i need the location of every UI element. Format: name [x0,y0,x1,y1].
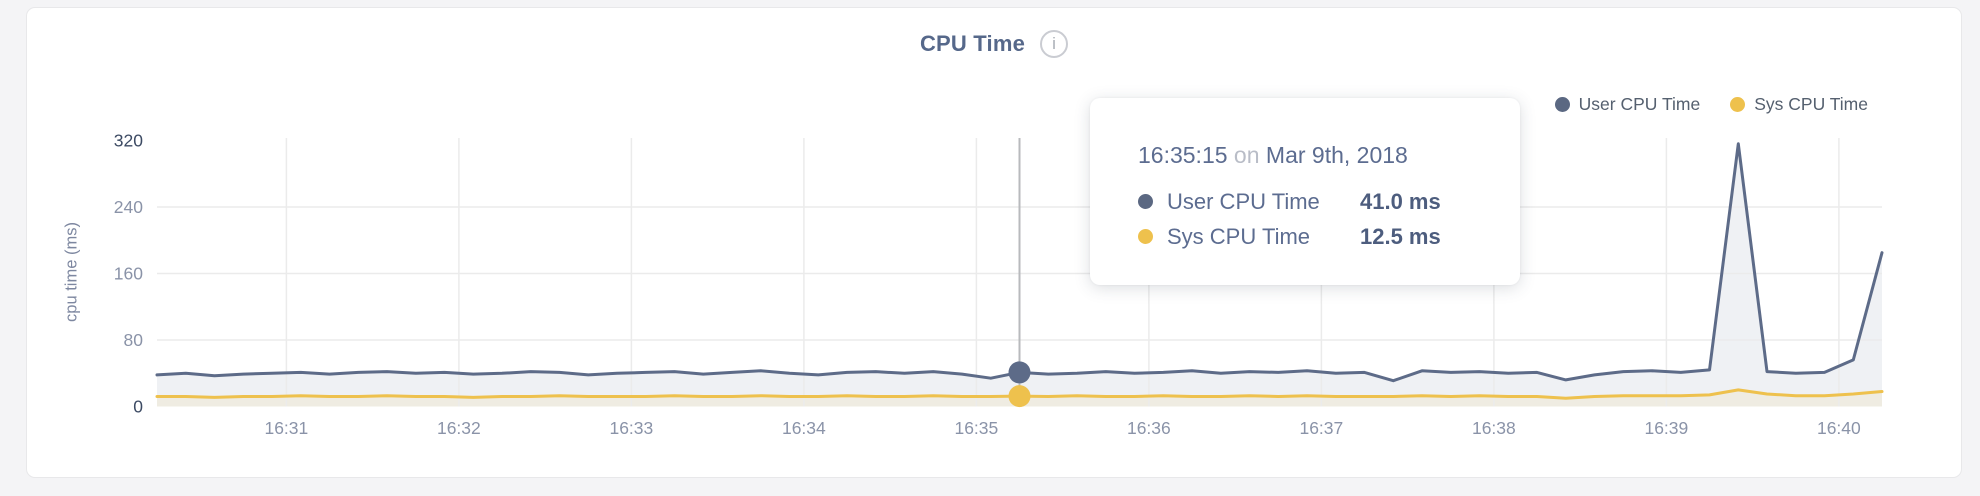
sys-cpu-dot-icon [1138,229,1153,244]
legend-label: User CPU Time [1578,94,1701,114]
chart-header: CPU Time i [26,30,1962,58]
user-cpu-legend-dot [1554,97,1570,112]
legend-item-user-cpu[interactable]: User CPU Time [1554,94,1701,115]
chart-title: CPU Time [919,31,1026,56]
y-tick-label: 160 [114,264,143,284]
tooltip-time: 16:35:15 [1138,142,1228,168]
sys-cpu-legend-dot [1730,97,1746,112]
user-cpu-area [157,143,1882,407]
y-tick-label: 80 [124,330,144,350]
tooltip-series-value: 12.5 ms [1360,223,1441,249]
tooltip-row-user-cpu: User CPU Time 41.0 ms [1138,184,1520,219]
user-cpu-dot-icon [1138,194,1153,209]
x-tick-label: 16:36 [1127,418,1171,438]
x-tick-label: 16:37 [1299,418,1343,438]
y-tick-label: 240 [114,197,143,217]
y-axis-label: cpu time (ms) [62,222,81,322]
chart-legend: User CPU Time Sys CPU Time [1554,94,1868,115]
info-icon-glyph: i [1052,34,1056,53]
user-cpu-marker-dot [1008,361,1031,384]
legend-item-sys-cpu[interactable]: Sys CPU Time [1730,94,1868,115]
tooltip-series-label: Sys CPU Time [1167,223,1311,249]
sys-cpu-marker-dot [1008,385,1031,408]
legend-label: Sys CPU Time [1754,94,1868,114]
y-tick-label: 320 [114,131,143,151]
info-icon[interactable]: i [1040,30,1069,58]
x-tick-label: 16:38 [1472,418,1516,438]
tooltip-series-label: User CPU Time [1167,188,1320,214]
x-tick-label: 16:35 [954,418,998,438]
x-tick-label: 16:32 [437,418,481,438]
x-tick-label: 16:33 [609,418,653,438]
x-tick-label: 16:34 [782,418,826,438]
plot-area[interactable] [157,138,1882,407]
tooltip-conjunction: on [1233,142,1260,168]
chart-tooltip: 16:35:15 on Mar 9th, 2018 User CPU Time … [1090,98,1520,285]
y-tick-label: 0 [133,397,143,417]
x-tick-label: 16:40 [1817,418,1861,438]
tooltip-date: Mar 9th, 2018 [1265,142,1408,168]
tooltip-series-value: 41.0 ms [1360,188,1441,214]
tooltip-header: 16:35:15 on Mar 9th, 2018 [1138,142,1520,169]
tooltip-row-sys-cpu: Sys CPU Time 12.5 ms [1138,219,1520,254]
x-tick-label: 16:39 [1644,418,1688,438]
x-tick-label: 16:31 [264,418,308,438]
